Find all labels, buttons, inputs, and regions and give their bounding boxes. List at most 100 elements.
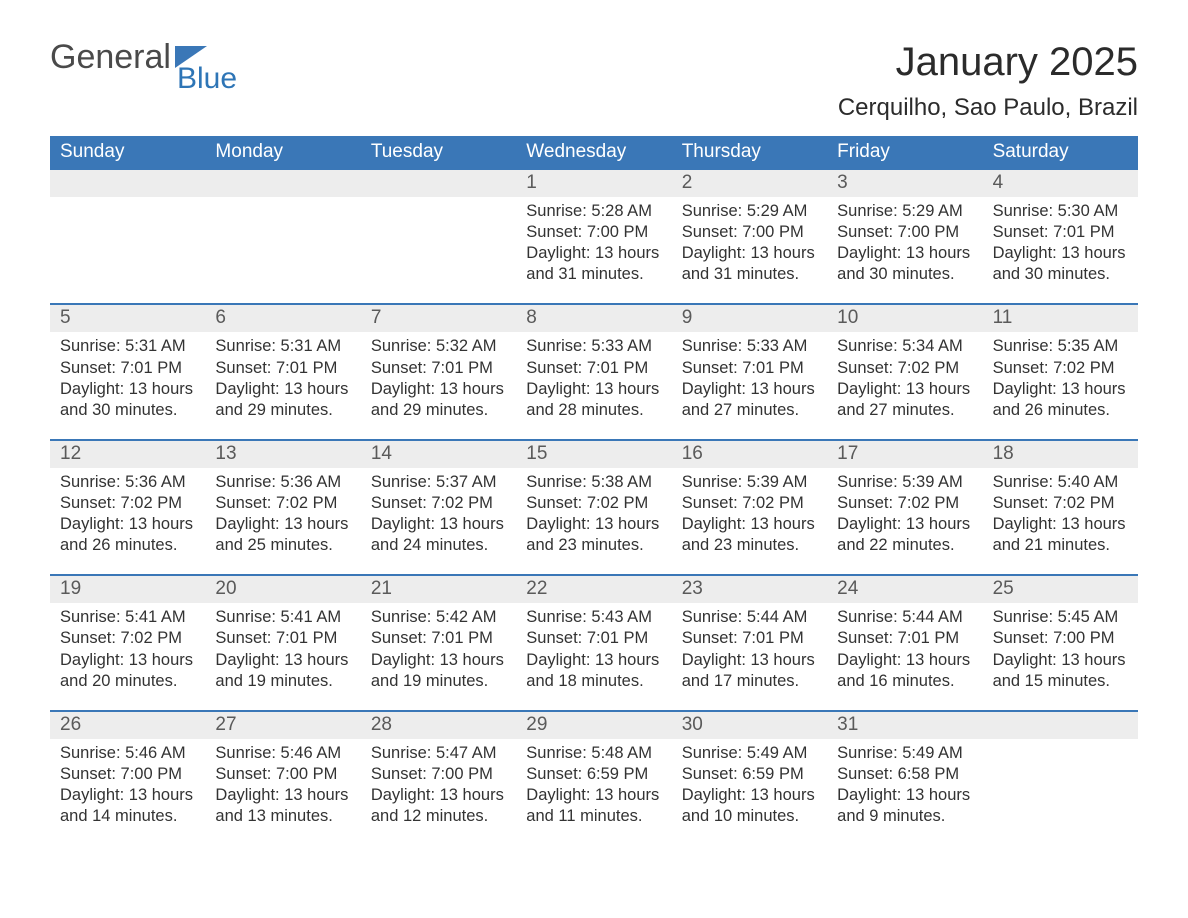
day-sunrise: Sunrise: 5:30 AM — [993, 201, 1128, 222]
day-number: 6 — [205, 305, 360, 332]
day-daylight2: and 28 minutes. — [526, 400, 661, 421]
week-row: 567891011Sunrise: 5:31 AMSunset: 7:01 PM… — [50, 303, 1138, 438]
calendar: Sunday Monday Tuesday Wednesday Thursday… — [50, 136, 1138, 845]
day-daylight2: and 26 minutes. — [60, 535, 195, 556]
weekday-label: Saturday — [983, 136, 1138, 170]
day-daylight1: Daylight: 13 hours — [215, 379, 350, 400]
day-sunset: Sunset: 7:00 PM — [837, 222, 972, 243]
day-cell: Sunrise: 5:42 AMSunset: 7:01 PMDaylight:… — [361, 603, 516, 691]
day-number — [205, 170, 360, 197]
day-cell: Sunrise: 5:36 AMSunset: 7:02 PMDaylight:… — [205, 468, 360, 556]
weekday-label: Sunday — [50, 136, 205, 170]
weekday-label: Monday — [205, 136, 360, 170]
day-daylight2: and 26 minutes. — [993, 400, 1128, 421]
day-number-row: 262728293031 — [50, 712, 1138, 739]
day-number: 7 — [361, 305, 516, 332]
day-number: 18 — [983, 441, 1138, 468]
day-sunrise: Sunrise: 5:38 AM — [526, 472, 661, 493]
day-daylight1: Daylight: 13 hours — [993, 650, 1128, 671]
day-sunrise: Sunrise: 5:42 AM — [371, 607, 506, 628]
day-sunrise: Sunrise: 5:36 AM — [60, 472, 195, 493]
day-sunset: Sunset: 7:02 PM — [682, 493, 817, 514]
day-daylight2: and 16 minutes. — [837, 671, 972, 692]
day-sunset: Sunset: 7:01 PM — [371, 358, 506, 379]
day-sunset: Sunset: 7:02 PM — [215, 493, 350, 514]
day-sunrise: Sunrise: 5:43 AM — [526, 607, 661, 628]
day-daylight2: and 23 minutes. — [526, 535, 661, 556]
day-sunset: Sunset: 7:00 PM — [526, 222, 661, 243]
day-daylight2: and 22 minutes. — [837, 535, 972, 556]
day-cell: Sunrise: 5:46 AMSunset: 7:00 PMDaylight:… — [50, 739, 205, 827]
day-sunset: Sunset: 7:01 PM — [60, 358, 195, 379]
day-daylight2: and 30 minutes. — [993, 264, 1128, 285]
day-sunrise: Sunrise: 5:28 AM — [526, 201, 661, 222]
day-sunrise: Sunrise: 5:44 AM — [682, 607, 817, 628]
day-number — [361, 170, 516, 197]
day-daylight1: Daylight: 13 hours — [371, 379, 506, 400]
day-number: 28 — [361, 712, 516, 739]
day-sunset: Sunset: 7:02 PM — [993, 493, 1128, 514]
day-sunrise: Sunrise: 5:46 AM — [60, 743, 195, 764]
day-cell: Sunrise: 5:45 AMSunset: 7:00 PMDaylight:… — [983, 603, 1138, 691]
day-sunrise: Sunrise: 5:47 AM — [371, 743, 506, 764]
day-daylight2: and 19 minutes. — [371, 671, 506, 692]
day-cell: Sunrise: 5:43 AMSunset: 7:01 PMDaylight:… — [516, 603, 671, 691]
day-sunset: Sunset: 7:00 PM — [371, 764, 506, 785]
day-number: 23 — [672, 576, 827, 603]
day-daylight2: and 23 minutes. — [682, 535, 817, 556]
day-sunrise: Sunrise: 5:33 AM — [682, 336, 817, 357]
day-daylight2: and 27 minutes. — [837, 400, 972, 421]
day-daylight1: Daylight: 13 hours — [993, 243, 1128, 264]
day-sunset: Sunset: 7:00 PM — [60, 764, 195, 785]
day-number: 31 — [827, 712, 982, 739]
day-sunrise: Sunrise: 5:33 AM — [526, 336, 661, 357]
day-daylight2: and 30 minutes. — [60, 400, 195, 421]
day-daylight1: Daylight: 13 hours — [215, 650, 350, 671]
day-number: 11 — [983, 305, 1138, 332]
week-row: 1234Sunrise: 5:28 AMSunset: 7:00 PMDayli… — [50, 170, 1138, 303]
day-sunrise: Sunrise: 5:31 AM — [215, 336, 350, 357]
week-row: 262728293031Sunrise: 5:46 AMSunset: 7:00… — [50, 710, 1138, 845]
day-cell: Sunrise: 5:30 AMSunset: 7:01 PMDaylight:… — [983, 197, 1138, 285]
day-sunrise: Sunrise: 5:36 AM — [215, 472, 350, 493]
day-cell: Sunrise: 5:40 AMSunset: 7:02 PMDaylight:… — [983, 468, 1138, 556]
day-sunrise: Sunrise: 5:39 AM — [837, 472, 972, 493]
day-number: 25 — [983, 576, 1138, 603]
day-body-row: Sunrise: 5:46 AMSunset: 7:00 PMDaylight:… — [50, 739, 1138, 845]
day-daylight1: Daylight: 13 hours — [526, 379, 661, 400]
weekday-label: Friday — [827, 136, 982, 170]
day-cell — [205, 197, 360, 285]
day-cell — [50, 197, 205, 285]
day-daylight1: Daylight: 13 hours — [837, 514, 972, 535]
logo-text-blue: Blue — [177, 64, 237, 94]
weekday-label: Wednesday — [516, 136, 671, 170]
day-number: 16 — [672, 441, 827, 468]
day-cell: Sunrise: 5:32 AMSunset: 7:01 PMDaylight:… — [361, 332, 516, 420]
day-daylight2: and 31 minutes. — [526, 264, 661, 285]
day-daylight2: and 20 minutes. — [60, 671, 195, 692]
day-daylight2: and 31 minutes. — [682, 264, 817, 285]
day-daylight1: Daylight: 13 hours — [682, 243, 817, 264]
day-sunrise: Sunrise: 5:41 AM — [60, 607, 195, 628]
day-number: 4 — [983, 170, 1138, 197]
day-cell: Sunrise: 5:34 AMSunset: 7:02 PMDaylight:… — [827, 332, 982, 420]
day-number: 3 — [827, 170, 982, 197]
day-cell: Sunrise: 5:44 AMSunset: 7:01 PMDaylight:… — [827, 603, 982, 691]
day-cell: Sunrise: 5:33 AMSunset: 7:01 PMDaylight:… — [516, 332, 671, 420]
day-daylight1: Daylight: 13 hours — [60, 650, 195, 671]
day-number: 29 — [516, 712, 671, 739]
day-sunrise: Sunrise: 5:35 AM — [993, 336, 1128, 357]
weekday-label: Tuesday — [361, 136, 516, 170]
day-daylight1: Daylight: 13 hours — [60, 379, 195, 400]
day-cell: Sunrise: 5:37 AMSunset: 7:02 PMDaylight:… — [361, 468, 516, 556]
day-sunset: Sunset: 7:01 PM — [215, 628, 350, 649]
week-row: 12131415161718Sunrise: 5:36 AMSunset: 7:… — [50, 439, 1138, 574]
day-sunset: Sunset: 6:59 PM — [682, 764, 817, 785]
day-daylight1: Daylight: 13 hours — [682, 650, 817, 671]
day-daylight2: and 18 minutes. — [526, 671, 661, 692]
day-number: 22 — [516, 576, 671, 603]
day-cell: Sunrise: 5:41 AMSunset: 7:01 PMDaylight:… — [205, 603, 360, 691]
day-number — [983, 712, 1138, 739]
day-daylight1: Daylight: 13 hours — [526, 514, 661, 535]
day-daylight2: and 11 minutes. — [526, 806, 661, 827]
